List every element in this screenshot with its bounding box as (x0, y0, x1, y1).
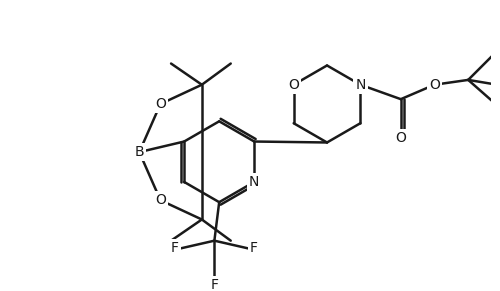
Text: N: N (355, 78, 366, 92)
Text: O: O (155, 193, 166, 207)
Text: O: O (396, 131, 406, 145)
Text: B: B (134, 145, 144, 159)
Text: O: O (288, 78, 299, 92)
Text: O: O (429, 78, 440, 92)
Text: F: F (250, 241, 258, 255)
Text: O: O (155, 97, 166, 111)
Text: N: N (249, 175, 260, 189)
Text: F: F (210, 278, 218, 291)
Text: F: F (171, 241, 179, 255)
